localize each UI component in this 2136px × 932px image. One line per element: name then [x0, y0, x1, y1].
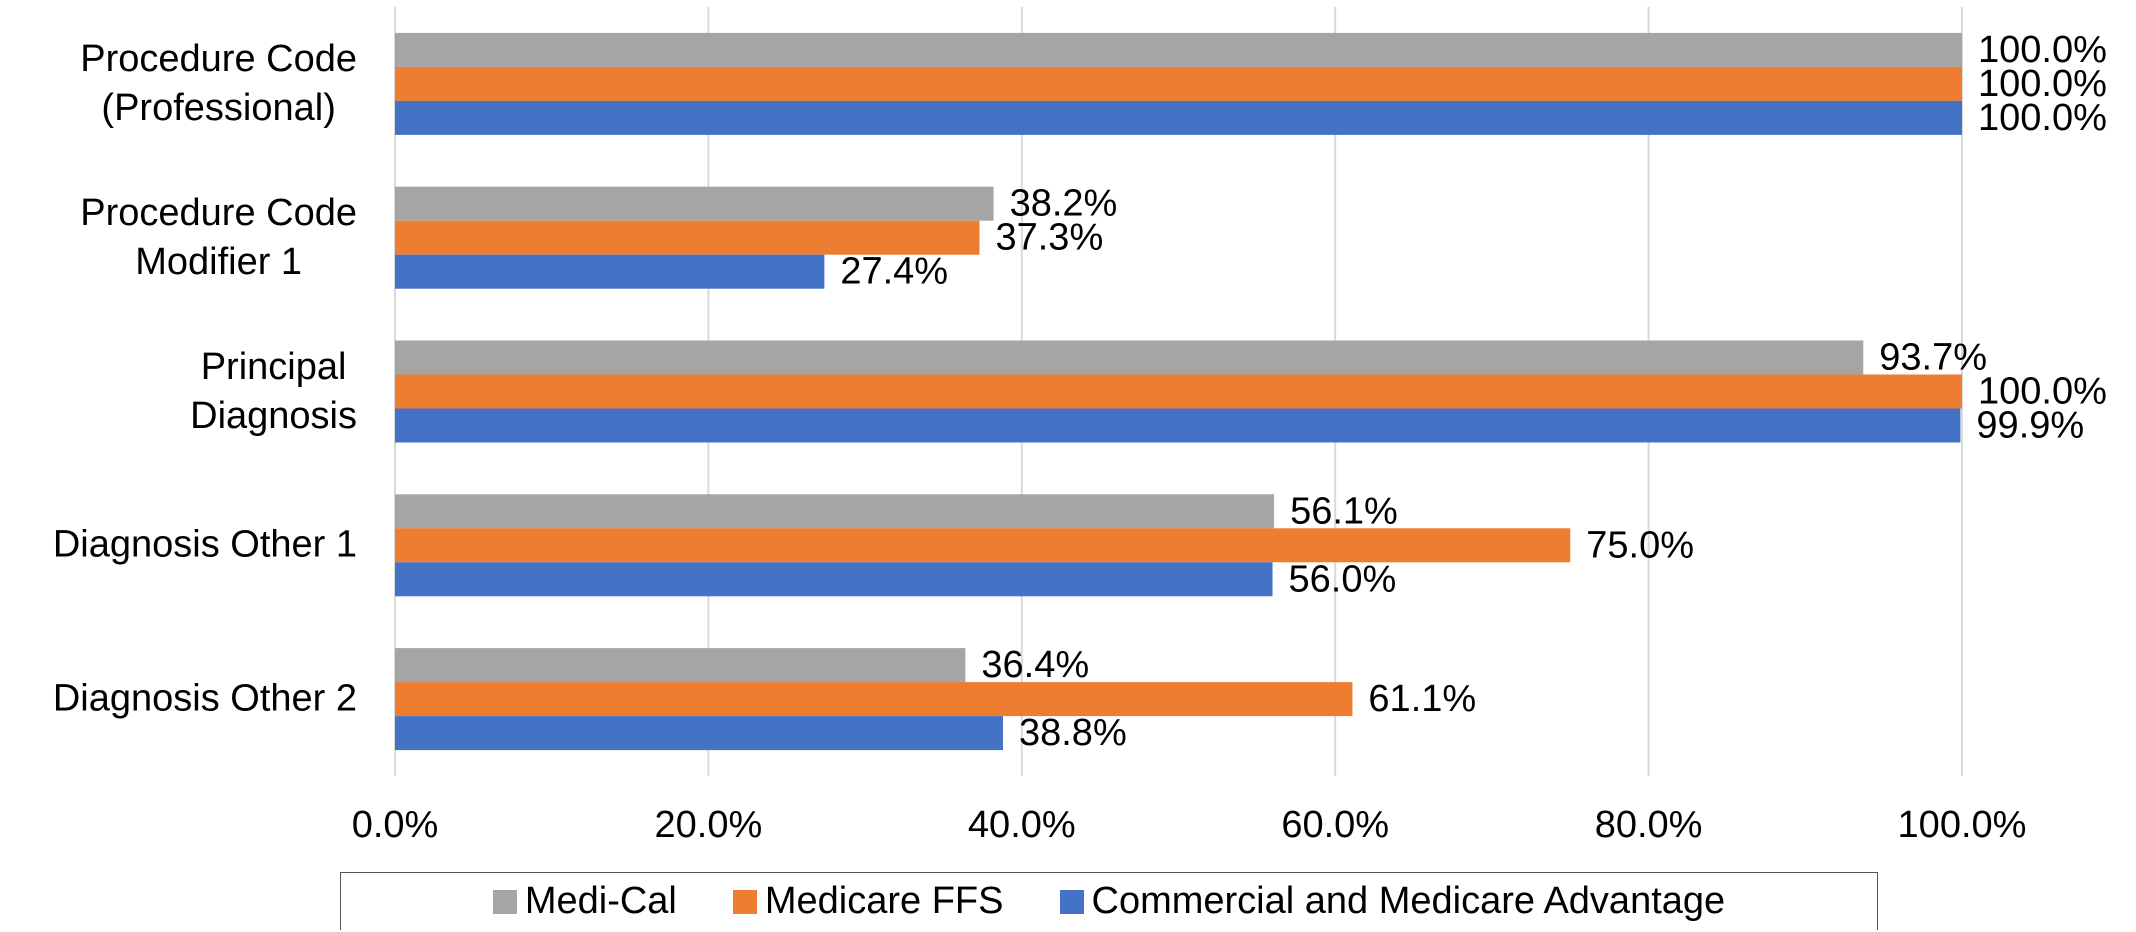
bar [395, 562, 1273, 597]
value-label: 100.0% [1978, 63, 2107, 105]
value-label: 93.7% [1879, 337, 1987, 379]
value-label: 27.4% [840, 251, 948, 293]
bar [395, 100, 1962, 135]
value-label: 36.4% [981, 644, 1089, 686]
bar [395, 716, 1003, 751]
bar [395, 648, 966, 683]
x-tick-label: 60.0% [1281, 804, 1389, 846]
bar [395, 32, 1962, 67]
bar [395, 528, 1571, 563]
x-tick-label: 40.0% [968, 804, 1076, 846]
legend: Medi-Cal Medicare FFS Commercial and Medic… [340, 872, 1878, 930]
legend-swatch [732, 889, 757, 914]
legend-item: Medicare FFS [732, 880, 1004, 923]
legend-item: Medi-Cal [492, 880, 677, 923]
legend-swatch [1059, 889, 1084, 914]
legend-item: Commercial and Medicare Advantage [1059, 880, 1726, 923]
x-tick-label: 20.0% [655, 804, 763, 846]
value-label: 56.1% [1290, 490, 1398, 532]
bar [395, 682, 1353, 717]
category-label: Diagnosis Other 1 [52, 523, 357, 566]
category-label: Principal Diagnosis [190, 345, 357, 437]
bar [395, 220, 980, 255]
value-label: 38.2% [1010, 183, 1118, 225]
value-label: 99.9% [1976, 405, 2084, 447]
value-label: 100.0% [1978, 29, 2107, 71]
value-label: 61.1% [1368, 678, 1476, 720]
x-tick-label: 100.0% [1898, 804, 2027, 846]
value-label: 56.0% [1289, 558, 1397, 600]
value-label: 100.0% [1978, 97, 2107, 139]
bar [395, 374, 1962, 409]
value-label: 75.0% [1586, 524, 1694, 566]
bar [395, 494, 1275, 529]
bar [395, 340, 1864, 375]
bar [395, 186, 994, 221]
chart: 0.0% 20.0% 40.0% 60.0% 80.0% 100.0%100.0%100.… [352, 7, 2107, 846]
bar [395, 254, 825, 289]
category-label: Procedure Code (Professional) [80, 37, 357, 129]
x-tick-label: 0.0% [352, 804, 439, 846]
category-label: Diagnosis Other 2 [52, 677, 357, 720]
legend-label: Medicare FFS [764, 880, 1004, 922]
x-tick-label: 80.0% [1595, 804, 1703, 846]
value-label: 100.0% [1978, 371, 2107, 413]
category-label: Procedure Code Modifier 1 [80, 191, 357, 283]
bar [395, 66, 1962, 101]
bar [395, 408, 1961, 443]
legend-swatch [492, 889, 517, 914]
value-label: 37.3% [995, 217, 1103, 259]
legend-label: Commercial and Medicare Advantage [1091, 880, 1726, 922]
value-label: 38.8% [1019, 712, 1127, 754]
legend-label: Medi-Cal [524, 880, 677, 922]
